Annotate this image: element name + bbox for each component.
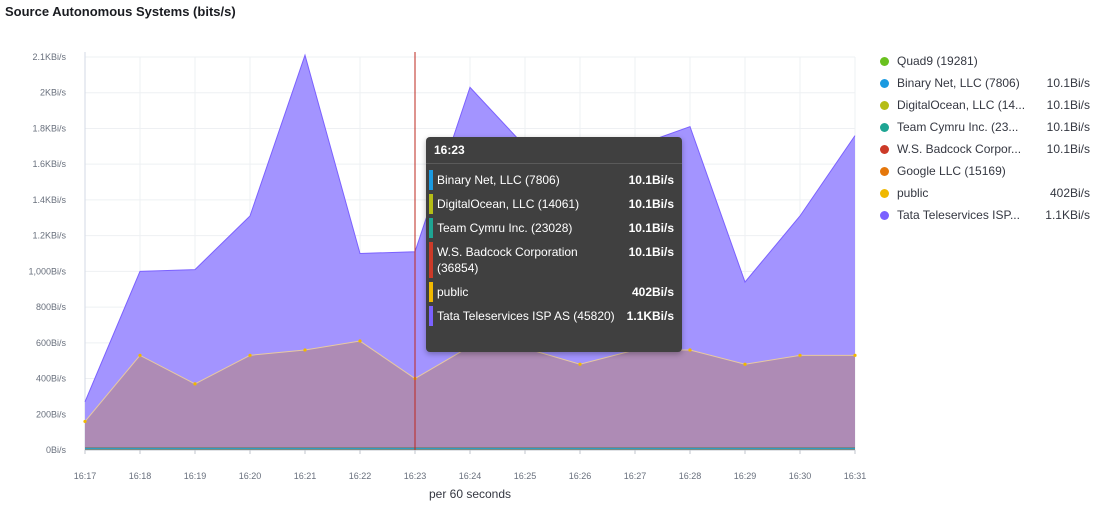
legend: Quad9 (19281) Binary Net, LLC (7806) 10.… — [880, 50, 1090, 226]
tooltip-label: Tata Teleservices ISP AS (45820) — [437, 309, 615, 323]
legend-value: 10.1Bi/s — [1046, 120, 1090, 134]
y-tick-label: 0Bi/s — [46, 445, 67, 455]
data-point — [688, 348, 692, 352]
legend-item[interactable]: DigitalOcean, LLC (14... 10.1Bi/s — [880, 94, 1090, 116]
y-tick-label: 2KBi/s — [40, 88, 67, 98]
legend-item[interactable]: public 402Bi/s — [880, 182, 1090, 204]
tooltip-value: 10.1Bi/s — [628, 197, 674, 211]
tooltip-row: W.S. Badcock Corporation (36854) 10.1Bi/… — [426, 240, 682, 280]
legend-item[interactable]: Tata Teleservices ISP... 1.1KBi/s — [880, 204, 1090, 226]
x-tick-label: 16:19 — [184, 471, 207, 481]
data-point — [358, 339, 362, 343]
x-tick-label: 16:24 — [459, 471, 482, 481]
tooltip-row: Binary Net, LLC (7806) 10.1Bi/s — [426, 168, 682, 192]
legend-item[interactable]: W.S. Badcock Corpor... 10.1Bi/s — [880, 138, 1090, 160]
y-tick-label: 400Bi/s — [36, 374, 67, 384]
y-tick-label: 1.4KBi/s — [32, 195, 66, 205]
series-area — [85, 341, 855, 450]
legend-label: Tata Teleservices ISP... — [897, 208, 1020, 222]
x-tick-label: 16:17 — [74, 471, 97, 481]
legend-item[interactable]: Team Cymru Inc. (23... 10.1Bi/s — [880, 116, 1090, 138]
data-point — [248, 353, 252, 357]
legend-value: 402Bi/s — [1049, 186, 1090, 200]
tooltip-row: Tata Teleservices ISP AS (45820) 1.1KBi/… — [426, 304, 682, 328]
tooltip-color-bar — [429, 218, 433, 238]
x-tick-label: 16:21 — [294, 471, 317, 481]
tooltip-color-bar — [429, 194, 433, 214]
legend-swatch — [880, 144, 889, 154]
x-tick-label: 16:28 — [679, 471, 702, 481]
legend-swatch — [880, 122, 889, 132]
data-point — [193, 382, 197, 386]
tooltip-label: DigitalOcean, LLC (14061) — [437, 197, 580, 211]
legend-item[interactable]: Binary Net, LLC (7806) 10.1Bi/s — [880, 72, 1090, 94]
legend-label: Team Cymru Inc. (23... — [897, 120, 1019, 134]
tooltip-label: Binary Net, LLC (7806) — [437, 173, 560, 187]
x-tick-label: 16:29 — [734, 471, 757, 481]
legend-item[interactable]: Google LLC (15169) — [880, 160, 1090, 182]
y-tick-label: 600Bi/s — [36, 338, 67, 348]
data-point — [798, 353, 802, 357]
data-point — [303, 348, 307, 352]
y-tick-label: 800Bi/s — [36, 302, 67, 312]
legend-value: 10.1Bi/s — [1046, 142, 1090, 156]
legend-label: Quad9 (19281) — [897, 54, 978, 68]
legend-value: 10.1Bi/s — [1046, 76, 1090, 90]
tooltip-row: DigitalOcean, LLC (14061) 10.1Bi/s — [426, 192, 682, 216]
data-point — [578, 362, 582, 366]
y-tick-label: 2.1KBi/s — [32, 52, 66, 62]
tooltip-color-bar — [429, 306, 433, 326]
data-point — [743, 362, 747, 366]
x-tick-label: 16:30 — [789, 471, 812, 481]
data-point — [853, 353, 857, 357]
series-line — [84, 53, 856, 402]
tooltip-row: Team Cymru Inc. (23028) 10.1Bi/s — [426, 216, 682, 240]
legend-swatch — [880, 166, 889, 176]
legend-label: DigitalOcean, LLC (14... — [897, 98, 1026, 112]
data-point — [138, 353, 142, 357]
tooltip-label: public — [437, 285, 469, 299]
legend-swatch — [880, 56, 889, 66]
tooltip-color-bar — [429, 242, 433, 278]
tooltip-value: 402Bi/s — [631, 285, 674, 299]
legend-swatch — [880, 100, 889, 110]
x-tick-label: 16:18 — [129, 471, 152, 481]
tooltip-color-bar — [429, 282, 433, 302]
tooltip-time: 16:23 — [426, 137, 682, 164]
x-tick-label: 16:25 — [514, 471, 537, 481]
tooltip-value: 10.1Bi/s — [628, 245, 674, 259]
tooltip-label: W.S. Badcock Corporation (36854) — [437, 245, 578, 275]
legend-label: W.S. Badcock Corpor... — [897, 142, 1022, 156]
y-tick-label: 1.8KBi/s — [32, 123, 66, 133]
x-tick-label: 16:22 — [349, 471, 372, 481]
tooltip-value: 10.1Bi/s — [628, 221, 674, 235]
legend-value: 1.1KBi/s — [1045, 208, 1090, 222]
y-tick-label: 1,000Bi/s — [28, 266, 66, 276]
legend-label: public — [897, 186, 929, 200]
legend-label: Binary Net, LLC (7806) — [897, 76, 1020, 90]
legend-swatch — [880, 210, 889, 220]
x-tick-label: 16:27 — [624, 471, 647, 481]
tooltip-color-bar — [429, 170, 433, 190]
x-tick-label: 16:26 — [569, 471, 592, 481]
x-axis-title: per 60 seconds — [429, 487, 511, 501]
tooltip-value: 1.1KBi/s — [626, 309, 674, 323]
legend-swatch — [880, 188, 889, 198]
legend-item[interactable]: Quad9 (19281) — [880, 50, 1090, 72]
legend-value: 10.1Bi/s — [1046, 98, 1090, 112]
data-point — [83, 419, 87, 424]
legend-swatch — [880, 78, 889, 88]
x-tick-label: 16:31 — [844, 471, 867, 481]
chart-title: Source Autonomous Systems (bits/s) — [5, 4, 236, 19]
x-tick-label: 16:20 — [239, 471, 262, 481]
tooltip-label: Team Cymru Inc. (23028) — [437, 221, 573, 235]
y-tick-label: 200Bi/s — [36, 409, 67, 419]
y-tick-label: 1.2KBi/s — [32, 231, 66, 241]
tooltip-row: public 402Bi/s — [426, 280, 682, 304]
tooltip-value: 10.1Bi/s — [628, 173, 674, 187]
legend-label: Google LLC (15169) — [897, 164, 1006, 178]
x-tick-label: 16:23 — [404, 471, 427, 481]
tooltip: 16:23 Binary Net, LLC (7806) 10.1Bi/s Di… — [426, 137, 682, 352]
y-tick-label: 1.6KBi/s — [32, 159, 66, 169]
